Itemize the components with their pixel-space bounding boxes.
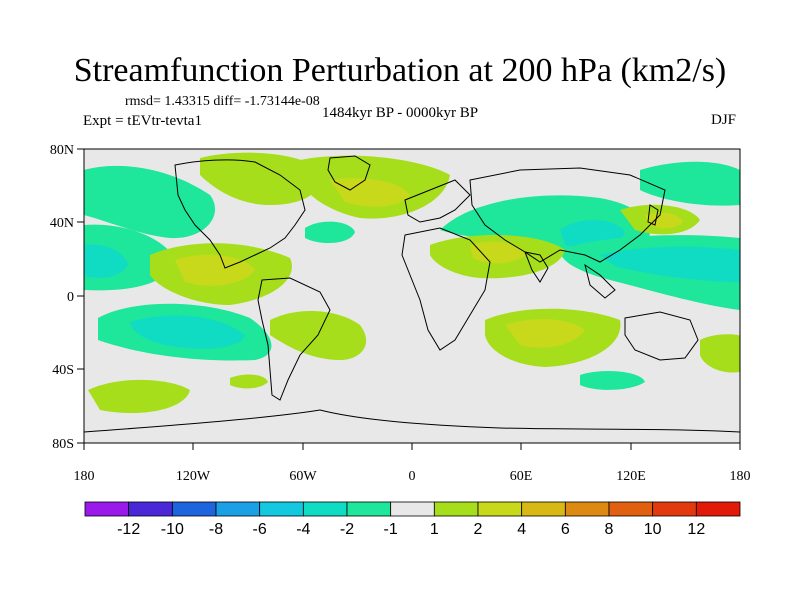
colorbar-label: 1 [430,521,439,538]
coastlines [83,155,741,433]
coast-asia [469,167,666,263]
period-label: 1484kyr BP - 0000kyr BP [322,105,479,121]
coast-europe [404,179,471,223]
colorbar-label: 2 [474,521,483,538]
contour-pos-south-pacific-small [230,374,268,389]
colorbar-swatch [652,501,697,517]
colorbar-label: -8 [209,521,223,538]
colorbar-label: -2 [340,521,354,538]
coast-antarctica [83,409,741,433]
y-tick-label: 0 [67,290,74,305]
colorbar-label: -12 [117,521,140,538]
x-tick-label: 180 [74,469,95,484]
colorbar-swatch [259,501,304,517]
contour-neg-north-pacific [84,165,216,239]
x-tick-label: 0 [409,469,416,484]
coast-greenland [327,155,371,191]
contour-neg-pacific-core [84,244,128,278]
y-tick-marks [77,148,84,444]
colorbar-swatch [128,501,173,517]
y-tick-label: 80N [50,143,74,158]
coast-japan [647,204,659,226]
x-tick-label: 120W [176,469,211,484]
colorbar-swatch [215,501,261,517]
contour-neg-atlantic-small [305,221,355,244]
contour-pos-south-indian-core [505,318,585,348]
colorbar-label: 10 [644,521,662,538]
x-tick-label: 60W [289,469,317,484]
x-tick-marks [83,443,741,450]
y-tick-label: 40N [50,216,74,231]
coast-india [524,251,549,283]
colorbar-swatch [564,501,610,517]
coast-north-america [174,159,306,269]
y-tick-labels: 80N 40N 0 40S 80S [50,143,74,452]
experiment-label: Expt = tEVtr-tevta1 [83,113,202,129]
contour-neg-south-pacific-core [130,315,245,349]
colorbar-label: -10 [161,521,184,538]
colorbar-swatch [477,501,523,517]
y-tick-label: 40S [52,363,74,378]
colorbar-swatch [433,501,479,517]
x-tick-label: 120E [616,469,646,484]
x-tick-label: 60E [510,469,533,484]
colorbar-label: -4 [296,521,310,538]
colorbar-label: -1 [384,521,398,538]
contour-neg-west-pacific-core [600,246,740,282]
colorbar-label: 4 [517,521,526,538]
contour-neg-arctic-east [640,161,740,206]
y-tick-label: 80S [52,437,74,452]
colorbar-swatch [84,501,130,517]
chart-title: Streamfunction Perturbation at 200 hPa (… [73,52,727,89]
colorbar-labels: -12 -10 -8 -6 -4 -2 -1 1 2 4 6 8 10 12 [117,521,705,538]
colorbar-label: 6 [561,521,570,538]
coast-south-america [257,277,331,401]
contour-pos-south-pacific-far [88,379,190,414]
coast-australia [624,311,699,361]
contour-pos-atlantic-core [330,178,410,207]
colorbar-swatch [695,501,741,517]
contour-neg-south-indian [580,370,645,390]
colorbar [84,501,741,517]
x-tick-labels: 180 120W 60W 0 60E 120E 180 [74,469,751,484]
contour-pos-middle-east-core [470,241,525,264]
contour-pos-east-pacific-south [700,334,740,373]
colorbar-label: 12 [687,521,705,538]
colorbar-swatch [171,501,217,517]
colorbar-label: 8 [605,521,614,538]
coast-africa [401,227,491,351]
contour-fields [84,161,740,390]
colorbar-swatch [608,501,654,517]
contour-pos-north-america [200,152,321,205]
coast-southeast-asia [584,263,616,299]
contour-pos-mexico-core [175,254,255,286]
colorbar-swatch [346,501,392,517]
x-tick-label: 180 [730,469,751,484]
colorbar-swatch [521,501,566,517]
colorbar-label: -6 [253,521,267,538]
colorbar-swatch [302,501,348,517]
season-label: DJF [711,112,737,128]
contour-pos-fields [88,152,740,414]
stats-text: rmsd= 1.43315 diff= -1.73144e-08 [125,94,320,109]
colorbar-swatch [390,501,435,517]
